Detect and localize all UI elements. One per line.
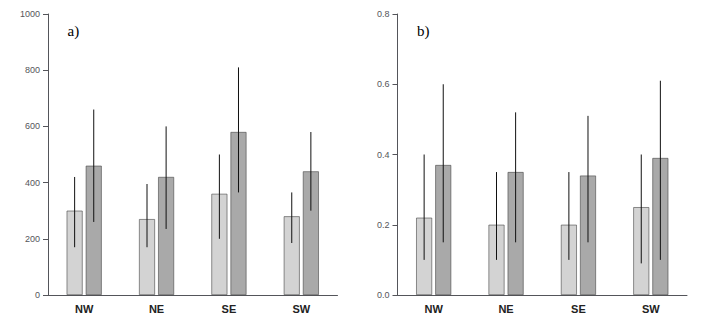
svg-text:0.4: 0.4 bbox=[377, 150, 390, 160]
svg-text:600: 600 bbox=[25, 121, 40, 131]
svg-text:0.6: 0.6 bbox=[377, 79, 390, 89]
svg-text:0.2: 0.2 bbox=[377, 220, 390, 230]
svg-text:0: 0 bbox=[35, 290, 40, 300]
svg-text:SE: SE bbox=[222, 303, 237, 315]
svg-text:400: 400 bbox=[25, 178, 40, 188]
svg-text:NE: NE bbox=[498, 303, 513, 315]
svg-text:b): b) bbox=[417, 23, 430, 40]
svg-text:SW: SW bbox=[292, 303, 310, 315]
svg-text:NW: NW bbox=[75, 303, 94, 315]
svg-text:NE: NE bbox=[149, 303, 164, 315]
svg-text:200: 200 bbox=[25, 234, 40, 244]
svg-text:1000: 1000 bbox=[20, 9, 40, 19]
svg-text:800: 800 bbox=[25, 65, 40, 75]
svg-text:SW: SW bbox=[642, 303, 660, 315]
svg-text:SE: SE bbox=[571, 303, 586, 315]
svg-text:NW: NW bbox=[425, 303, 444, 315]
svg-text:0.8: 0.8 bbox=[377, 9, 390, 19]
svg-text:0.0: 0.0 bbox=[377, 290, 390, 300]
svg-text:a): a) bbox=[67, 23, 79, 40]
